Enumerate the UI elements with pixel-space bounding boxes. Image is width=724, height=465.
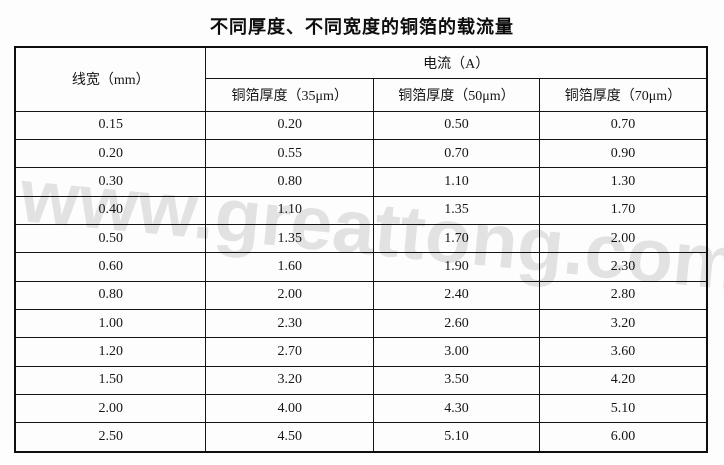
table-row: 0.15 0.20 0.50 0.70 — [14, 110, 708, 140]
cell-current-35um: 4.50 — [205, 422, 374, 453]
table-row: 1.00 2.30 2.60 3.20 — [14, 308, 708, 339]
cell-current-50um: 5.10 — [372, 422, 541, 453]
header-thickness-70um: 铜箔厚度（70μm） — [539, 77, 708, 112]
cell-current-50um: 1.10 — [372, 167, 541, 197]
cell-current-35um: 0.80 — [205, 167, 374, 197]
cell-line-width: 0.60 — [14, 252, 207, 282]
table-row: 0.40 1.10 1.35 1.70 — [14, 195, 708, 225]
cell-current-35um: 2.30 — [205, 308, 374, 339]
cell-current-70um: 0.90 — [539, 138, 708, 169]
cell-current-50um: 4.30 — [372, 393, 541, 424]
header-current-group: 电流（A） — [205, 46, 708, 79]
cell-current-70um: 1.70 — [539, 195, 708, 225]
cell-current-50um: 1.35 — [372, 195, 541, 225]
cell-current-50um: 1.70 — [372, 223, 541, 254]
cell-current-50um: 3.50 — [372, 365, 541, 395]
cell-line-width: 1.20 — [14, 337, 207, 367]
cell-line-width: 0.40 — [14, 195, 207, 225]
cell-current-35um: 0.55 — [205, 138, 374, 169]
table-row: 1.20 2.70 3.00 3.60 — [14, 337, 708, 367]
cell-current-70um: 3.20 — [539, 308, 708, 339]
header-thickness-50um: 铜箔厚度（50μm） — [372, 77, 541, 112]
cell-current-35um: 1.35 — [205, 223, 374, 254]
table-row: 2.50 4.50 5.10 6.00 — [14, 422, 708, 453]
cell-current-70um: 6.00 — [539, 422, 708, 453]
table-row: 0.30 0.80 1.10 1.30 — [14, 167, 708, 197]
cell-current-35um: 0.20 — [205, 110, 374, 140]
cell-line-width: 2.00 — [14, 393, 207, 424]
header-thickness-35um: 铜箔厚度（35μm） — [205, 77, 374, 112]
cell-current-50um: 1.90 — [372, 252, 541, 282]
table-row: 2.00 4.00 4.30 5.10 — [14, 393, 708, 424]
cell-current-70um: 5.10 — [539, 393, 708, 424]
cell-current-35um: 4.00 — [205, 393, 374, 424]
header-line-width: 线宽（mm） — [14, 46, 207, 112]
cell-current-50um: 0.70 — [372, 138, 541, 169]
cell-current-50um: 2.60 — [372, 308, 541, 339]
header-row-group: 线宽（mm） 电流（A） — [14, 46, 708, 112]
cell-current-50um: 2.40 — [372, 280, 541, 310]
cell-line-width: 1.00 — [14, 308, 207, 339]
cell-current-70um: 4.20 — [539, 365, 708, 395]
table-row: 0.60 1.60 1.90 2.30 — [14, 252, 708, 282]
cell-current-70um: 3.60 — [539, 337, 708, 367]
cell-current-70um: 0.70 — [539, 110, 708, 140]
table-row: 0.80 2.00 2.40 2.80 — [14, 280, 708, 310]
cell-line-width: 1.50 — [14, 365, 207, 395]
cell-current-35um: 2.00 — [205, 280, 374, 310]
cell-current-35um: 2.70 — [205, 337, 374, 367]
cell-line-width: 0.30 — [14, 167, 207, 197]
cell-current-70um: 1.30 — [539, 167, 708, 197]
table-row: 0.20 0.55 0.70 0.90 — [14, 138, 708, 169]
copper-foil-current-table: 线宽（mm） 电流（A） 铜箔厚度（35μm） 铜箔厚度（50μm） 铜箔厚度（… — [14, 46, 708, 453]
header-row-thickness: 铜箔厚度（35μm） 铜箔厚度（50μm） 铜箔厚度（70μm） — [15, 77, 708, 112]
cell-line-width: 0.15 — [14, 110, 207, 140]
cell-current-50um: 3.00 — [372, 337, 541, 367]
cell-line-width: 0.80 — [14, 280, 207, 310]
page-title: 不同厚度、不同宽度的铜箔的载流量 — [210, 17, 514, 37]
cell-current-70um: 2.30 — [539, 252, 708, 282]
cell-current-70um: 2.00 — [539, 223, 708, 254]
cell-line-width: 0.20 — [14, 138, 207, 169]
cell-line-width: 2.50 — [14, 422, 207, 453]
cell-line-width: 0.50 — [14, 223, 207, 254]
cell-current-35um: 1.60 — [205, 252, 374, 282]
table-row: 0.50 1.35 1.70 2.00 — [14, 223, 708, 254]
cell-current-70um: 2.80 — [539, 280, 708, 310]
table-row: 1.50 3.20 3.50 4.20 — [14, 365, 708, 395]
cell-current-35um: 3.20 — [205, 365, 374, 395]
cell-current-50um: 0.50 — [372, 110, 541, 140]
cell-current-35um: 1.10 — [205, 195, 374, 225]
